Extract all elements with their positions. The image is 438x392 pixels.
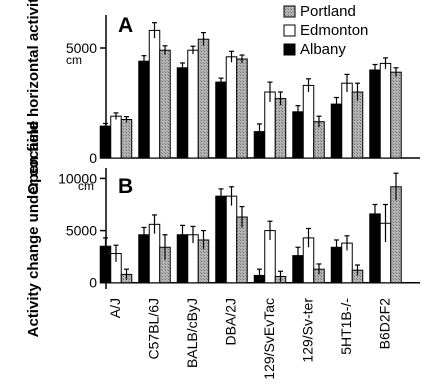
panel-a-bar-albany-dba-2j — [215, 81, 227, 159]
panel-b-label: B — [118, 175, 133, 198]
panel-a-bar-albany-c57bl-6j — [138, 60, 150, 159]
x-label-5ht1b: 5HT1B-/- — [338, 298, 354, 355]
legend-swatch-portland — [283, 5, 296, 18]
legend-swatch-edmonton — [283, 24, 296, 37]
x-label-c57bl-6j: C57BL/6J — [146, 298, 162, 359]
panel-a-bar-edmonton-dba-2j — [225, 56, 238, 159]
legend-label-albany: Albany — [300, 41, 346, 58]
panel-a-bars — [99, 22, 402, 159]
panel-a-bar-albany-b6d2f2 — [369, 69, 381, 159]
panel-a-bar-portland-129-svevtac — [274, 98, 287, 159]
panel-a-bar-portland-a-j — [120, 119, 133, 159]
x-label-129-sv-ter: 129/Sv-ter — [300, 298, 316, 363]
x-label-b6d2f2: B6D2F2 — [377, 298, 393, 350]
panel-a-bar-portland-b6d2f2 — [390, 71, 402, 159]
panel-a-y-tick-label: 5000 — [66, 40, 97, 56]
panel-a-y-axis-label: Open field horizontal activity — [25, 0, 42, 195]
panel-a-chart: A Open field horizontal activity cm 0 500… — [25, 0, 420, 195]
panel-a-bar-edmonton-5ht1b — [341, 82, 353, 159]
panel-a-bar-albany-129-sv-ter — [292, 111, 304, 159]
panel-a-bar-edmonton-balb-cbyj — [187, 49, 199, 159]
panel-a-bar-albany-balb-cbyj — [176, 67, 189, 159]
panel-b-chart: B Activity change under cocaine cm 0 5000… — [25, 121, 420, 380]
panel-b-bar-albany-dba-2j — [215, 195, 227, 284]
panel-b-y-tick-label: 5000 — [66, 223, 97, 239]
panel-b-bars — [99, 172, 402, 284]
panel-a-bar-edmonton-129-sv-ter — [302, 84, 315, 159]
panel-b-y-tick-label: 10000 — [58, 170, 97, 186]
panel-a-bar-edmonton-b6d2f2 — [379, 62, 392, 159]
panel-a-bar-albany-5ht1b — [330, 103, 343, 159]
panel-b-y-axis-label: Activity change under cocaine — [25, 121, 42, 338]
panel-a-bar-edmonton-c57bl-6j — [148, 29, 161, 159]
panel-a-bar-portland-balb-cbyj — [197, 38, 210, 159]
panel-b-y-unit: cm — [78, 179, 94, 193]
legend: Portland Edmonton Albany — [283, 3, 368, 58]
panel-b-bar-portland-b6d2f2 — [390, 186, 402, 284]
panel-a-y-tick-label: 0 — [89, 150, 97, 166]
panel-a-bar-portland-5ht1b — [351, 91, 364, 159]
panel-b-bar-edmonton-dba-2j — [225, 195, 238, 284]
x-label-a-j: A/J — [107, 298, 123, 318]
panel-a-bar-albany-a-j — [99, 125, 112, 159]
panel-b-bar-albany-b6d2f2 — [369, 213, 381, 284]
x-label-balb-cbyj: BALB/cByJ — [184, 298, 200, 368]
panel-a-y-unit: cm — [66, 53, 82, 67]
panel-a-bar-portland-c57bl-6j — [159, 49, 171, 159]
x-label-dba-2j: DBA/2J — [223, 298, 239, 345]
panel-a-bar-portland-dba-2j — [236, 58, 248, 159]
x-axis-category-labels: A/J C57BL/6J BALB/cByJ DBA/2J 129/SvEvTac 129… — [107, 298, 393, 380]
panel-a-label: A — [118, 14, 133, 37]
panel-b-y-tick-label: 0 — [89, 275, 97, 291]
panel-a-bar-edmonton-a-j — [110, 115, 122, 159]
legend-label-portland: Portland — [300, 3, 356, 20]
legend-label-edmonton: Edmonton — [300, 22, 368, 39]
x-label-129-svevtac: 129/SvEvTac — [261, 298, 277, 380]
legend-swatch-albany — [283, 43, 296, 56]
